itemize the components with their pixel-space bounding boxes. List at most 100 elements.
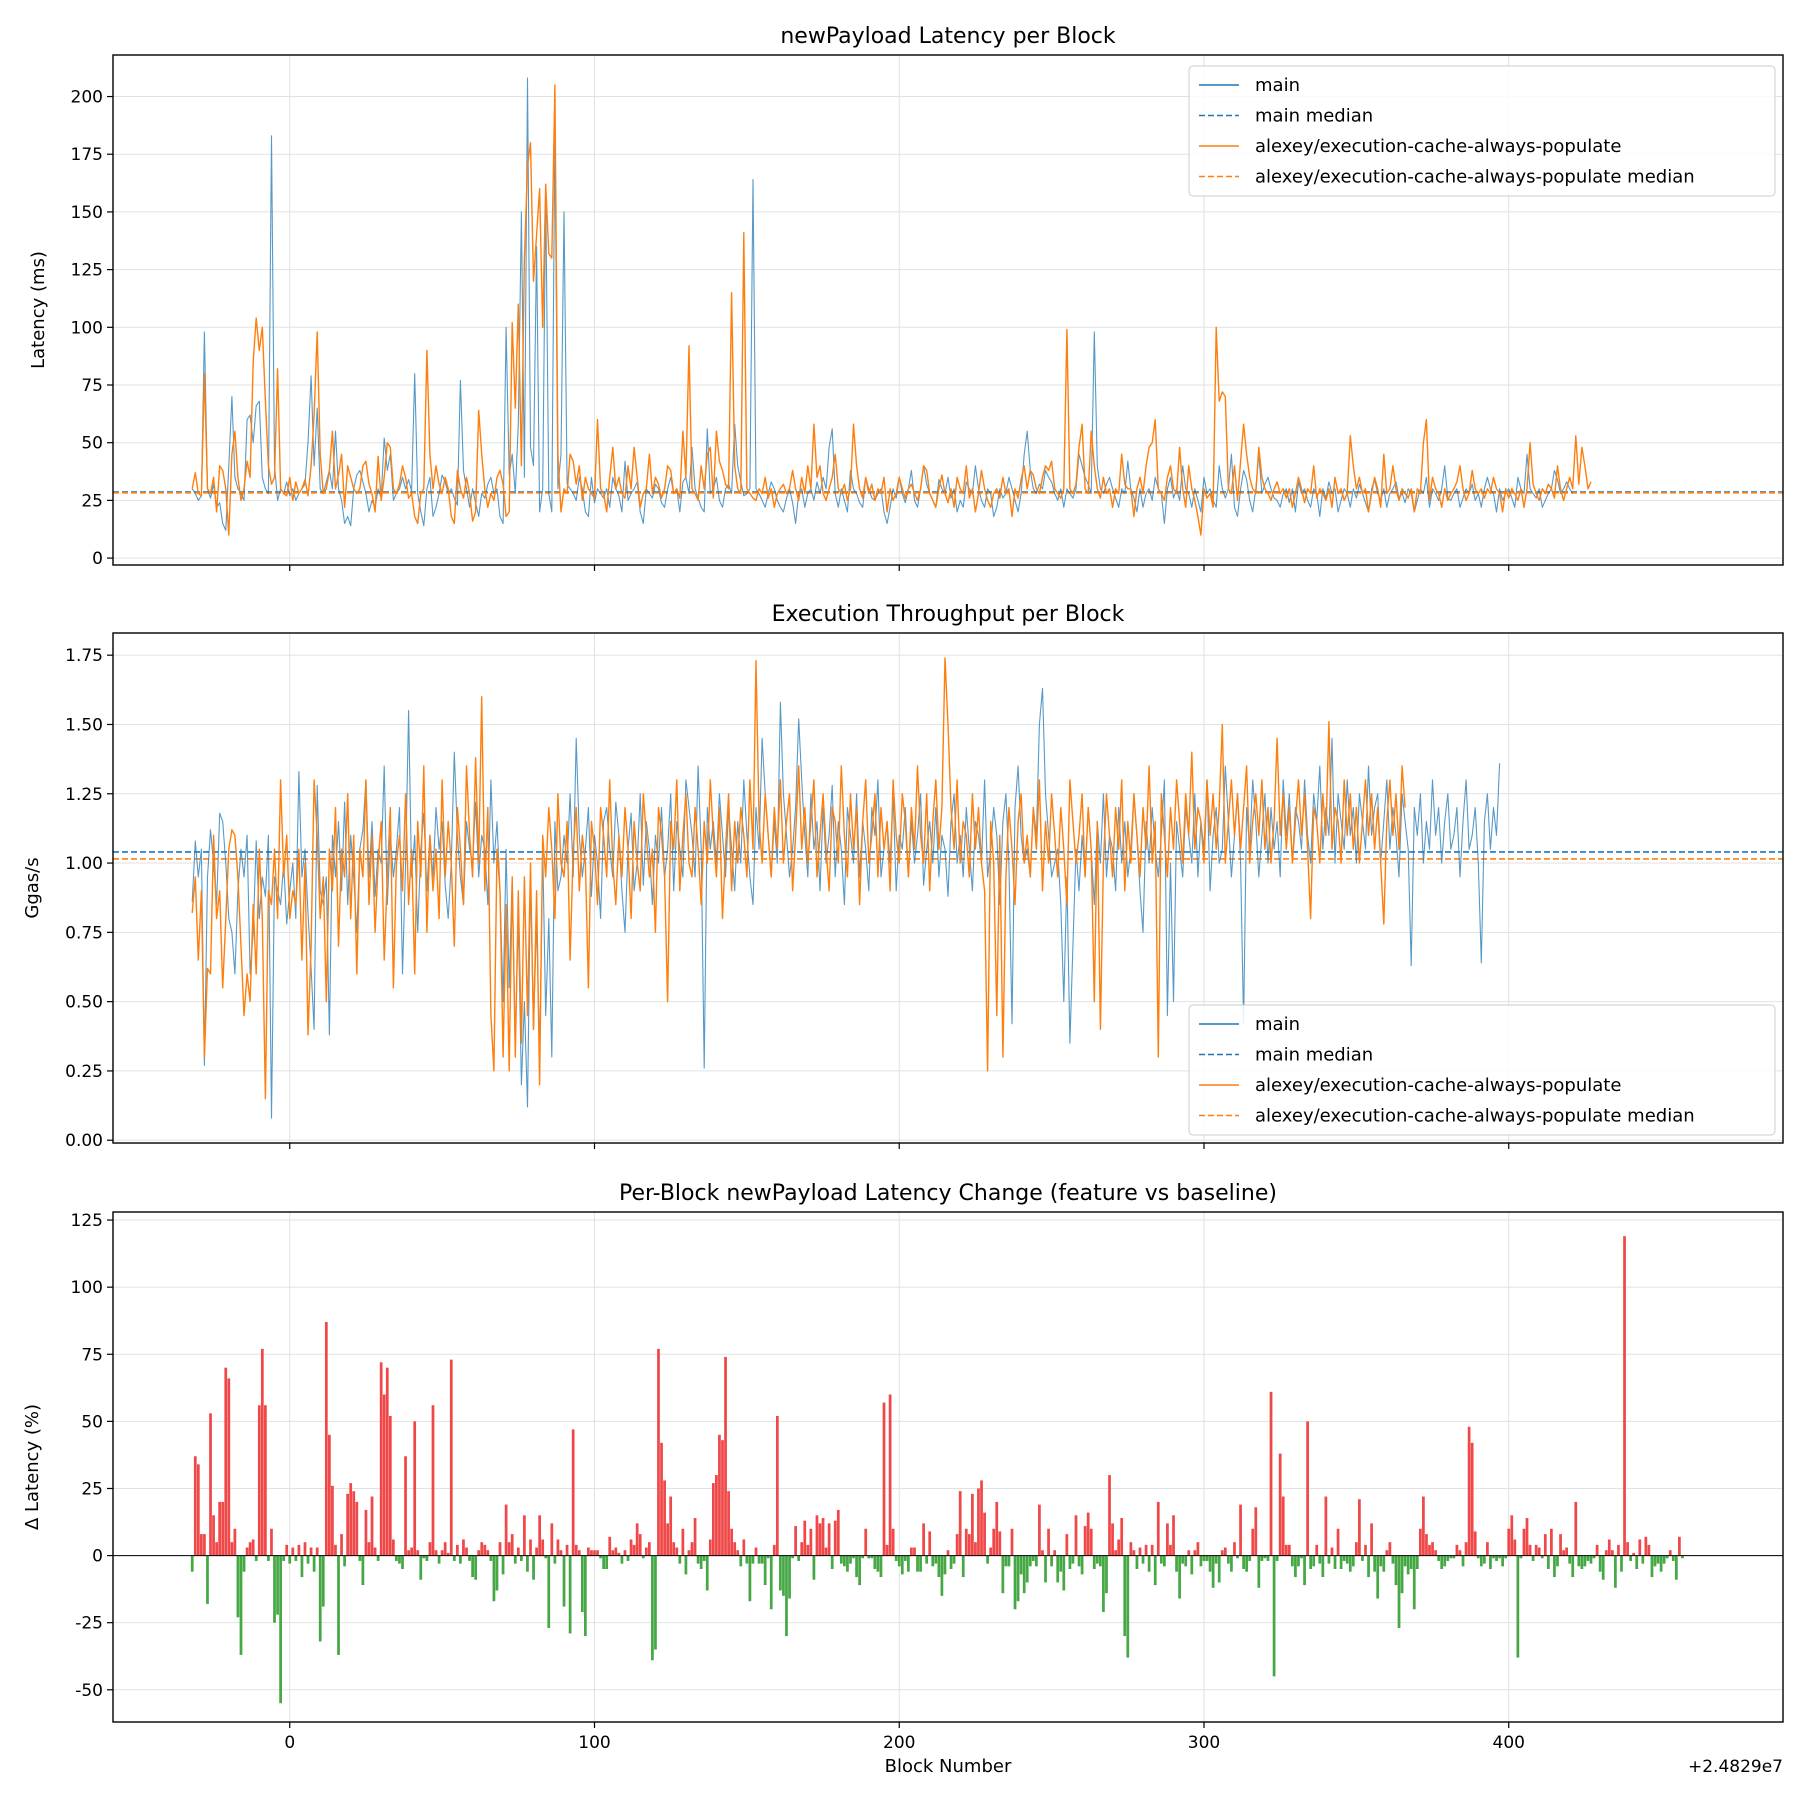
bar xyxy=(221,1501,225,1556)
bar xyxy=(696,1555,700,1564)
y-tick-label: 100 xyxy=(71,1278,103,1298)
bar xyxy=(1062,1555,1066,1591)
bar xyxy=(215,1542,218,1556)
bar xyxy=(660,1442,663,1556)
bar xyxy=(1626,1542,1629,1556)
bar xyxy=(407,1550,410,1556)
bar xyxy=(1083,1526,1087,1556)
bar xyxy=(757,1555,761,1564)
bar xyxy=(1470,1442,1474,1556)
bar xyxy=(867,1555,871,1559)
bar xyxy=(1071,1555,1075,1564)
bar xyxy=(1388,1542,1392,1556)
bar xyxy=(270,1528,273,1556)
bar xyxy=(1239,1504,1242,1556)
bar xyxy=(1592,1555,1596,1559)
bar xyxy=(885,1544,889,1556)
bar xyxy=(1013,1555,1017,1610)
bar xyxy=(495,1555,499,1591)
bar xyxy=(751,1555,755,1564)
bar xyxy=(1077,1555,1081,1567)
bar xyxy=(583,1555,587,1637)
bar xyxy=(1623,1236,1626,1556)
bar xyxy=(1290,1555,1294,1567)
bar xyxy=(1126,1555,1130,1658)
y-tick-label: 0.00 xyxy=(65,1131,103,1151)
y-tick-label: 125 xyxy=(71,261,103,281)
bar xyxy=(1108,1475,1111,1556)
bar xyxy=(995,1501,999,1556)
bar xyxy=(1190,1555,1194,1575)
bar xyxy=(404,1456,407,1556)
bar xyxy=(1513,1539,1517,1556)
bar xyxy=(827,1523,831,1556)
bar xyxy=(967,1534,971,1556)
bar xyxy=(1095,1555,1099,1564)
bar xyxy=(641,1555,645,1559)
bar xyxy=(919,1555,922,1572)
bar xyxy=(1193,1550,1197,1556)
bar xyxy=(1345,1555,1349,1564)
bar xyxy=(830,1555,834,1569)
bar xyxy=(742,1539,746,1556)
x-tick-label: 0 xyxy=(284,1733,295,1753)
bar xyxy=(678,1555,682,1564)
bar xyxy=(1044,1555,1047,1583)
bar xyxy=(1263,1555,1267,1559)
bar xyxy=(1550,1528,1553,1556)
bar xyxy=(1086,1512,1090,1556)
bar xyxy=(833,1520,837,1556)
bar xyxy=(547,1555,551,1629)
bar xyxy=(1507,1528,1511,1556)
bar xyxy=(1275,1555,1279,1561)
bar xyxy=(998,1531,1002,1556)
plot-area xyxy=(113,77,1783,536)
bar xyxy=(1681,1555,1684,1559)
bar xyxy=(577,1550,581,1556)
bar xyxy=(1272,1555,1276,1677)
x-tick-label: 200 xyxy=(883,1733,915,1753)
y-tick-label: 25 xyxy=(81,1479,103,1499)
bar xyxy=(1519,1555,1523,1559)
chart-title: Execution Throughput per Block xyxy=(772,602,1125,627)
bar xyxy=(1409,1555,1413,1569)
bar xyxy=(900,1555,904,1575)
bar xyxy=(507,1542,511,1556)
bar xyxy=(1047,1528,1050,1556)
bar xyxy=(1562,1550,1565,1556)
bar xyxy=(1074,1515,1078,1556)
bar xyxy=(849,1555,852,1564)
bar xyxy=(1089,1528,1093,1556)
bar xyxy=(355,1501,359,1556)
bar xyxy=(785,1555,788,1637)
bar xyxy=(1498,1555,1501,1559)
bar xyxy=(876,1555,880,1572)
bar xyxy=(1163,1555,1166,1567)
bar xyxy=(1284,1544,1288,1556)
bar xyxy=(815,1515,819,1556)
bar xyxy=(370,1496,374,1556)
bar xyxy=(218,1501,222,1556)
bar xyxy=(1056,1555,1060,1583)
bar xyxy=(1617,1544,1620,1556)
legend-entry-feature-median: alexey/execution-cache-always-populate m… xyxy=(1255,167,1695,188)
bar xyxy=(1022,1555,1026,1594)
y-tick-label: 50 xyxy=(81,434,103,454)
bar xyxy=(312,1555,316,1572)
bar xyxy=(1495,1555,1498,1561)
bar xyxy=(855,1555,858,1578)
bar xyxy=(1004,1555,1008,1567)
axes-frame xyxy=(112,1211,1784,1723)
legend-box xyxy=(1188,1004,1776,1136)
bar xyxy=(599,1555,602,1559)
x-offset-label: +2.4829e7 xyxy=(1688,1757,1783,1777)
bar xyxy=(1159,1555,1163,1564)
bar xyxy=(864,1528,868,1556)
bar xyxy=(766,1555,770,1559)
bar xyxy=(907,1555,910,1572)
bar xyxy=(980,1480,983,1556)
bar xyxy=(1297,1555,1300,1567)
bar xyxy=(401,1555,404,1569)
bar xyxy=(809,1528,813,1556)
bar xyxy=(1059,1555,1063,1572)
